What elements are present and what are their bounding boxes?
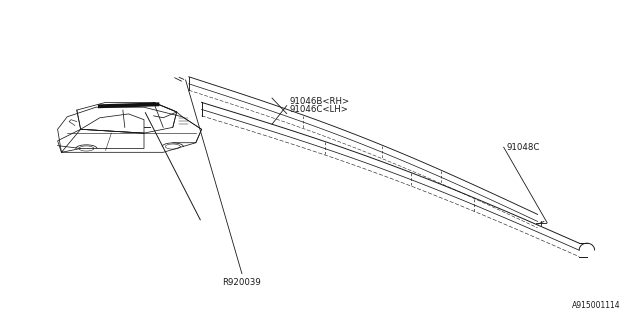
Text: A915001114: A915001114 bbox=[572, 301, 621, 310]
Text: 91046B<RH>: 91046B<RH> bbox=[290, 97, 350, 106]
Text: 91048C: 91048C bbox=[507, 143, 540, 152]
Text: 91046C<LH>: 91046C<LH> bbox=[290, 105, 349, 114]
Text: R920039: R920039 bbox=[223, 278, 261, 287]
